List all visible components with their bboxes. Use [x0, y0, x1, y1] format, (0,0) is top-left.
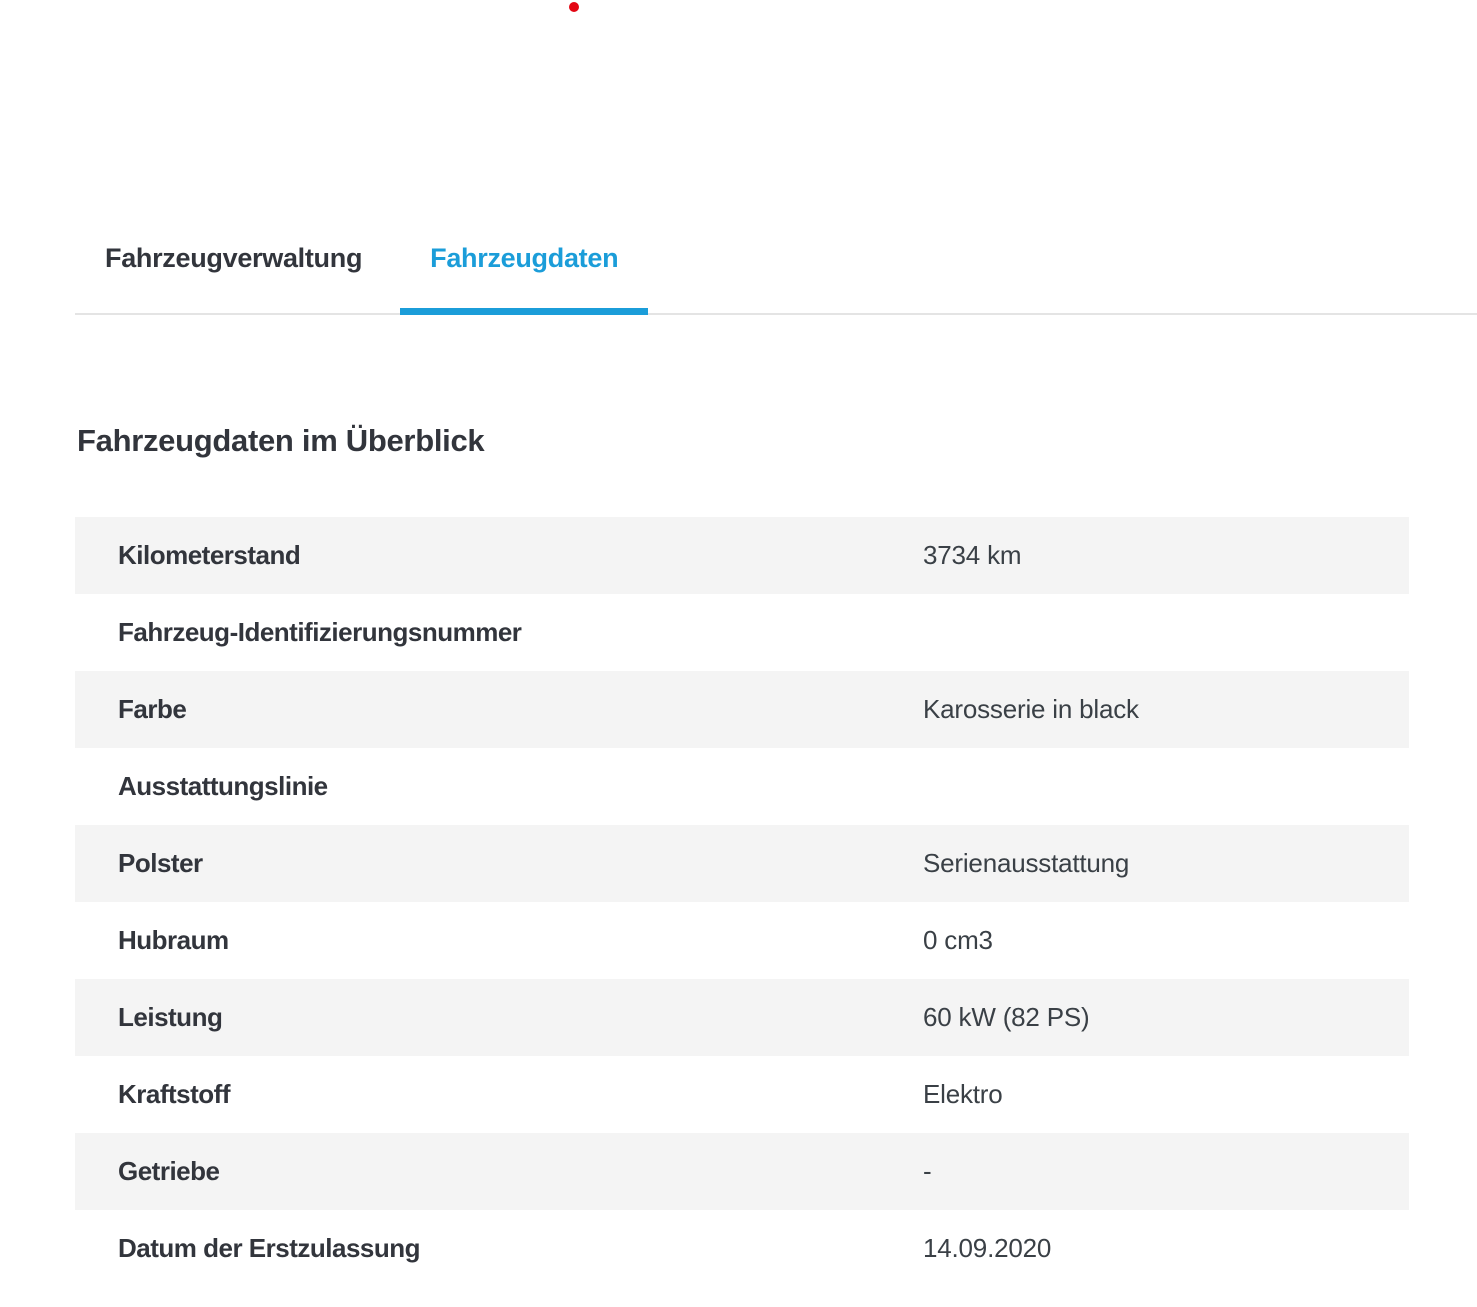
table-row-farbe: Farbe Karosserie in black — [75, 671, 1409, 748]
vehicle-data-table: Kilometerstand 3734 km Fahrzeug-Identifi… — [75, 517, 1409, 1287]
row-value: 0 cm3 — [923, 925, 993, 955]
row-label: Farbe — [118, 694, 187, 724]
row-value: Elektro — [923, 1079, 1003, 1109]
row-label: Kilometerstand — [118, 540, 301, 570]
tab-fahrzeugdaten[interactable]: Fahrzeugdaten — [400, 229, 649, 315]
table-row-polster: Polster Serienausstattung — [75, 825, 1409, 902]
row-label: Fahrzeug-Identifizierungsnummer — [118, 617, 522, 647]
tab-fahrzeugverwaltung[interactable]: Fahrzeugverwaltung — [105, 243, 363, 273]
row-label: Polster — [118, 848, 203, 878]
row-label: Hubraum — [118, 925, 229, 955]
table-row-erstzulassung: Datum der Erstzulassung 14.09.2020 — [75, 1210, 1409, 1287]
row-label: Kraftstoff — [118, 1079, 231, 1109]
row-label: Ausstattungslinie — [118, 771, 328, 801]
row-value: 14.09.2020 — [923, 1233, 1052, 1263]
row-label: Datum der Erstzulassung — [118, 1233, 421, 1263]
table-row-leistung: Leistung 60 kW (82 PS) — [75, 979, 1409, 1056]
row-value: 3734 km — [923, 540, 1022, 570]
row-value: - — [923, 1156, 932, 1186]
row-label: Leistung — [118, 1002, 223, 1032]
row-value: Serienausstattung — [923, 848, 1130, 878]
table-row-hubraum: Hubraum 0 cm3 — [75, 902, 1409, 979]
table-row-identifizierungsnummer: Fahrzeug-Identifizierungsnummer — [75, 594, 1409, 671]
tab-bar: Fahrzeugverwaltung Fahrzeugdaten — [75, 229, 1477, 315]
table-row-kraftstoff: Kraftstoff Elektro — [75, 1056, 1409, 1133]
row-label: Getriebe — [118, 1156, 220, 1186]
table-row-ausstattungslinie: Ausstattungslinie — [75, 748, 1409, 825]
page-title: Fahrzeugdaten im Überblick — [77, 422, 485, 458]
logo-dot — [569, 2, 579, 12]
tabs: Fahrzeugverwaltung Fahrzeugdaten — [75, 229, 1477, 315]
table-row-getriebe: Getriebe - — [75, 1133, 1409, 1210]
table-row-kilometerstand: Kilometerstand 3734 km — [75, 517, 1409, 594]
row-value: Karosserie in black — [923, 694, 1139, 724]
row-value: 60 kW (82 PS) — [923, 1002, 1090, 1032]
